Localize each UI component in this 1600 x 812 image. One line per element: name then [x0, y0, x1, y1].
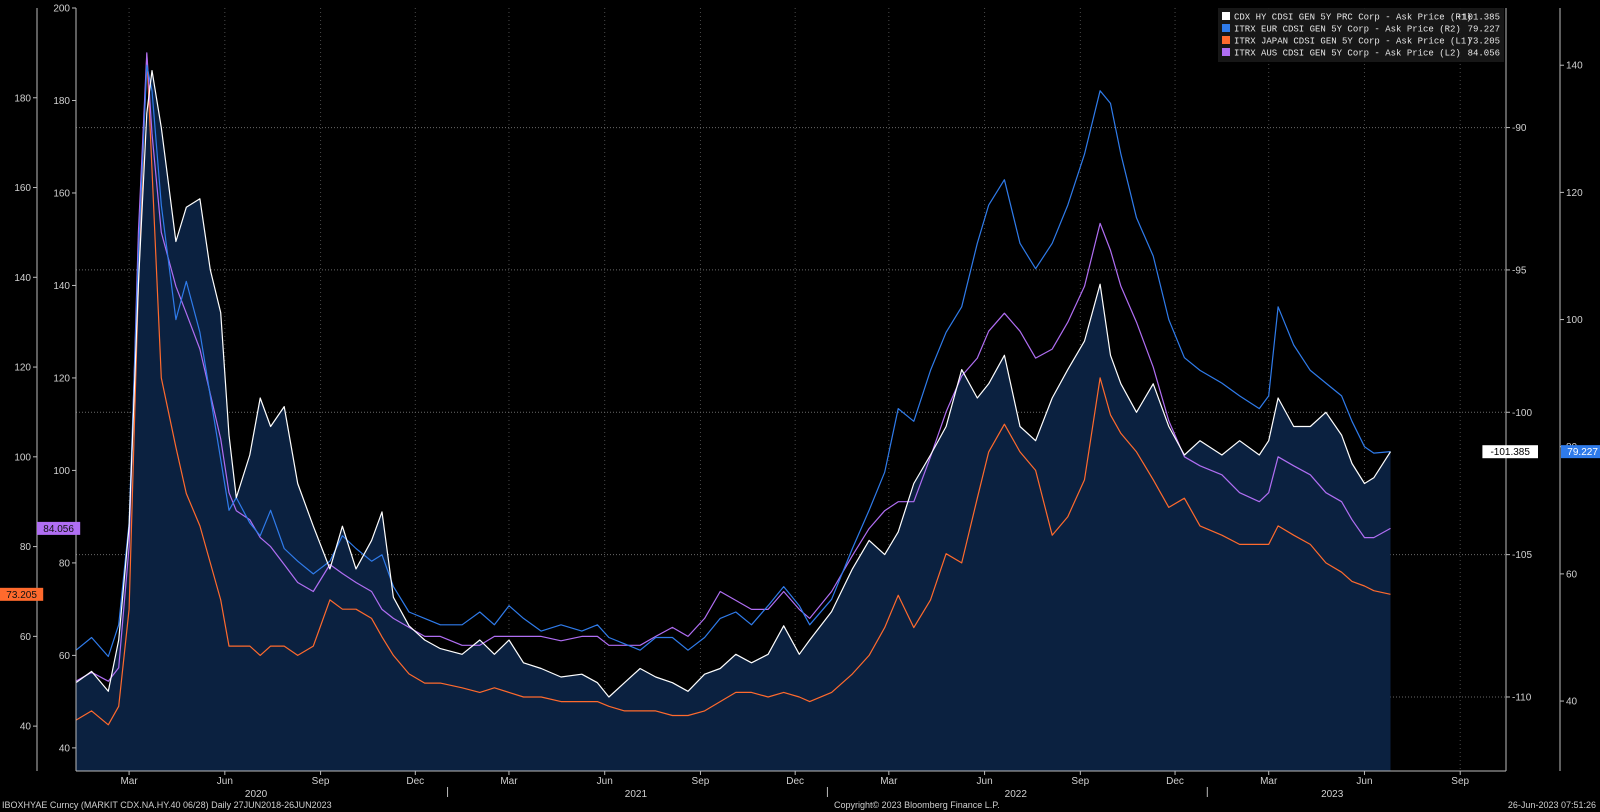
legend-entry-value: -101.385 [1457, 13, 1500, 23]
axis-l2-tick-label: 60 [20, 632, 32, 643]
axis-l1-tick-label: 180 [53, 96, 70, 107]
footer-timestamp: 26-Jun-2023 07:51:26 [1507, 800, 1596, 810]
year-label: 2023 [1321, 789, 1344, 800]
x-tick-label: Dec [1166, 776, 1184, 787]
legend-entry-name: CDX HY CDSI GEN 5Y PRC Corp - Ask Price … [1234, 13, 1472, 23]
x-tick-label: Sep [692, 776, 710, 787]
year-label: 2020 [245, 789, 268, 800]
axis-r2-tick-label: 40 [1566, 697, 1578, 708]
x-tick-label: Jun [977, 776, 993, 787]
area-cdx-hy [76, 70, 1391, 772]
legend-swatch [1222, 36, 1230, 44]
axis-r2-tick-label: 60 [1566, 569, 1578, 580]
last-value-label-r2: 79.227 [1567, 447, 1598, 458]
series-line-l2 [75, 52, 1391, 682]
x-tick-label: Mar [500, 776, 518, 787]
axis-l1-tick-label: 200 [53, 4, 70, 15]
last-value-badge-l1 [0, 587, 44, 601]
axis-l1-tick-label: 160 [53, 188, 70, 199]
x-tick-label: Dec [406, 776, 424, 787]
legend-entry-value: 73.205 [1468, 37, 1500, 47]
axis-r2-tick-label: 140 [1566, 61, 1583, 72]
footer-source: IBOXHYAE Curncy (MARKIT CDX.NA.HY.40 06/… [2, 800, 332, 810]
axis-l2-tick-label: 140 [14, 273, 31, 284]
series-line-r2 [75, 64, 1391, 658]
x-tick-label: Jun [217, 776, 233, 787]
area-layer [76, 70, 1391, 772]
legend-box [1218, 8, 1504, 62]
last-value-label-l1: 73.205 [6, 590, 37, 601]
x-tick-label: Mar [1260, 776, 1278, 787]
legend-entry-name: ITRX EUR CDSI GEN 5Y Corp - Ask Price (R… [1234, 25, 1461, 35]
axis-l1-tick-label: 140 [53, 281, 70, 292]
axis-r2-tick-label: 100 [1566, 315, 1583, 326]
axis-l1-tick-label: 120 [53, 373, 70, 384]
footer-copyright: Copyright© 2023 Bloomberg Finance L.P. [834, 800, 1000, 810]
series-lines [75, 52, 1392, 726]
x-tick-label: Jun [597, 776, 613, 787]
axis-r1-tick-label: -105 [1512, 550, 1532, 561]
axis-l2-tick-label: 40 [20, 722, 32, 733]
axis-r2-tick-label: 120 [1566, 188, 1583, 199]
x-tick-label: Sep [1451, 776, 1469, 787]
legend-swatch [1222, 24, 1230, 32]
series-line-l1 [75, 53, 1391, 726]
legend-swatch [1222, 12, 1230, 20]
x-tick-label: Sep [312, 776, 330, 787]
axis-l2-tick-label: 120 [14, 363, 31, 374]
legend: CDX HY CDSI GEN 5Y PRC Corp - Ask Price … [1218, 8, 1504, 62]
axis-l2-tick-label: 80 [20, 542, 32, 553]
legend-entry-name: ITRX JAPAN CDSI GEN 5Y Corp - Ask Price … [1234, 37, 1472, 47]
x-tick-label: Jun [1356, 776, 1372, 787]
year-label: 2021 [625, 789, 648, 800]
last-value-label-l2: 84.056 [43, 524, 74, 535]
last-value-label-r1: -101.385 [1490, 447, 1530, 458]
axis-r1-tick-label: -90 [1512, 123, 1527, 134]
axes: 40 60 80 100 120 140 160 180 200 40 60 80 100 120 140 1… [0, 4, 1600, 800]
last-value-badge-l2 [37, 521, 81, 535]
axis-l1-tick-label: 100 [53, 466, 70, 477]
axis-l2-tick-label: 180 [14, 93, 31, 104]
axis-r1-tick-label: -100 [1512, 408, 1532, 419]
axis-l1-tick-label: 80 [59, 558, 71, 569]
legend-entry-name: ITRX AUS CDSI GEN 5Y Corp - Ask Price (L… [1234, 49, 1461, 59]
legend-entry-value: 84.056 [1468, 49, 1500, 59]
legend-entry-value: 79.227 [1468, 25, 1500, 35]
year-label: 2022 [1005, 789, 1028, 800]
axis-l1-tick-label: 40 [59, 743, 71, 754]
axis-r1-tick-label: -95 [1512, 265, 1527, 276]
axis-l2-tick-label: 100 [14, 452, 31, 463]
series-line-r1 [75, 69, 1392, 698]
last-value-badge-r1 [1482, 445, 1538, 459]
x-tick-label: Dec [786, 776, 804, 787]
x-tick-label: Mar [120, 776, 138, 787]
x-tick-label: Mar [880, 776, 898, 787]
x-tick-label: Sep [1071, 776, 1089, 787]
axis-r1-tick-label: -110 [1512, 692, 1532, 703]
last-value-badge-r2 [1561, 445, 1600, 459]
axis-l2-tick-label: 160 [14, 183, 31, 194]
axis-l1-tick-label: 60 [59, 651, 71, 662]
legend-swatch [1222, 48, 1230, 56]
